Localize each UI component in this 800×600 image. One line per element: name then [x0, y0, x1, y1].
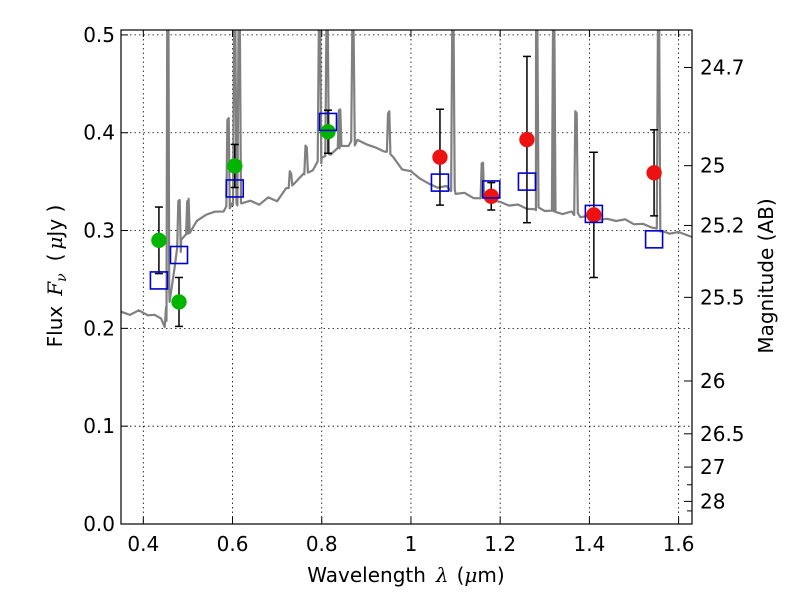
data-point-square [225, 179, 245, 198]
data-point-square [149, 271, 169, 290]
y2-tick-label: 24.7 [700, 55, 745, 79]
model-spectrum [121, 30, 692, 329]
data-point-square [481, 180, 501, 199]
x-tick-label: 1 [405, 532, 418, 556]
axes-frame [120, 29, 693, 525]
data-point-circle [646, 165, 662, 181]
spectrum-line [121, 30, 692, 329]
x-axis-ticks: 0.4 0.6 0.8 1 1.2 1.4 1.6 [127, 30, 695, 556]
y-axis-label: FluxFν(μJy ) [43, 205, 70, 348]
data-point-circle [320, 123, 336, 140]
data-point-square [517, 172, 537, 191]
plot-area [121, 30, 692, 329]
data-point-circle [432, 149, 448, 165]
y2-tick-label: 25 [700, 154, 725, 178]
data-point-circle [586, 207, 602, 223]
data-point-circle [519, 131, 535, 148]
error-bars [154, 55, 659, 328]
x-tick-label: 0.6 [217, 532, 249, 556]
y-tick-label: 0.2 [83, 316, 115, 340]
y2-tick-label: 27 [700, 455, 725, 479]
y2-axis-label: Magnitude (AB) [754, 198, 778, 353]
y2-tick-label: 26 [700, 369, 725, 393]
y-tick-label: 0.0 [83, 512, 115, 536]
data-point-circle [171, 294, 187, 310]
y2-tick-label: 26.5 [700, 422, 745, 446]
x-tick-label: 0.8 [306, 532, 338, 556]
x-tick-label: 1.6 [663, 532, 695, 556]
y-tick-label: 0.3 [83, 219, 115, 243]
data-markers [149, 112, 664, 310]
data-point-circle [227, 158, 243, 174]
y2-tick-label: 25.2 [700, 213, 745, 237]
y2-axis-ticks: 24.7 25 25.2 25.5 26 26.5 27 28 [684, 55, 745, 513]
data-point-circle [151, 232, 167, 249]
data-point-square [318, 112, 338, 132]
y-tick-label: 0.4 [83, 121, 115, 145]
x-tick-label: 1.4 [573, 532, 605, 556]
x-axis-label: Wavelength λ (μm) [307, 563, 504, 587]
y2-tick-label: 25.5 [700, 285, 745, 309]
x-tick-label: 1.2 [484, 532, 516, 556]
data-point-square [430, 173, 450, 192]
data-point-square [584, 204, 604, 224]
y-axis-ticks: 0.0 0.1 0.2 0.3 0.4 0.5 [83, 23, 128, 536]
y2-tick-label: 28 [700, 489, 725, 513]
x-tick-label: 0.4 [127, 532, 159, 556]
y-tick-label: 0.5 [83, 23, 115, 47]
data-point-square [644, 230, 664, 249]
data-point-square [169, 245, 189, 265]
y-tick-label: 0.1 [83, 414, 115, 438]
data-point-circle [483, 188, 500, 205]
